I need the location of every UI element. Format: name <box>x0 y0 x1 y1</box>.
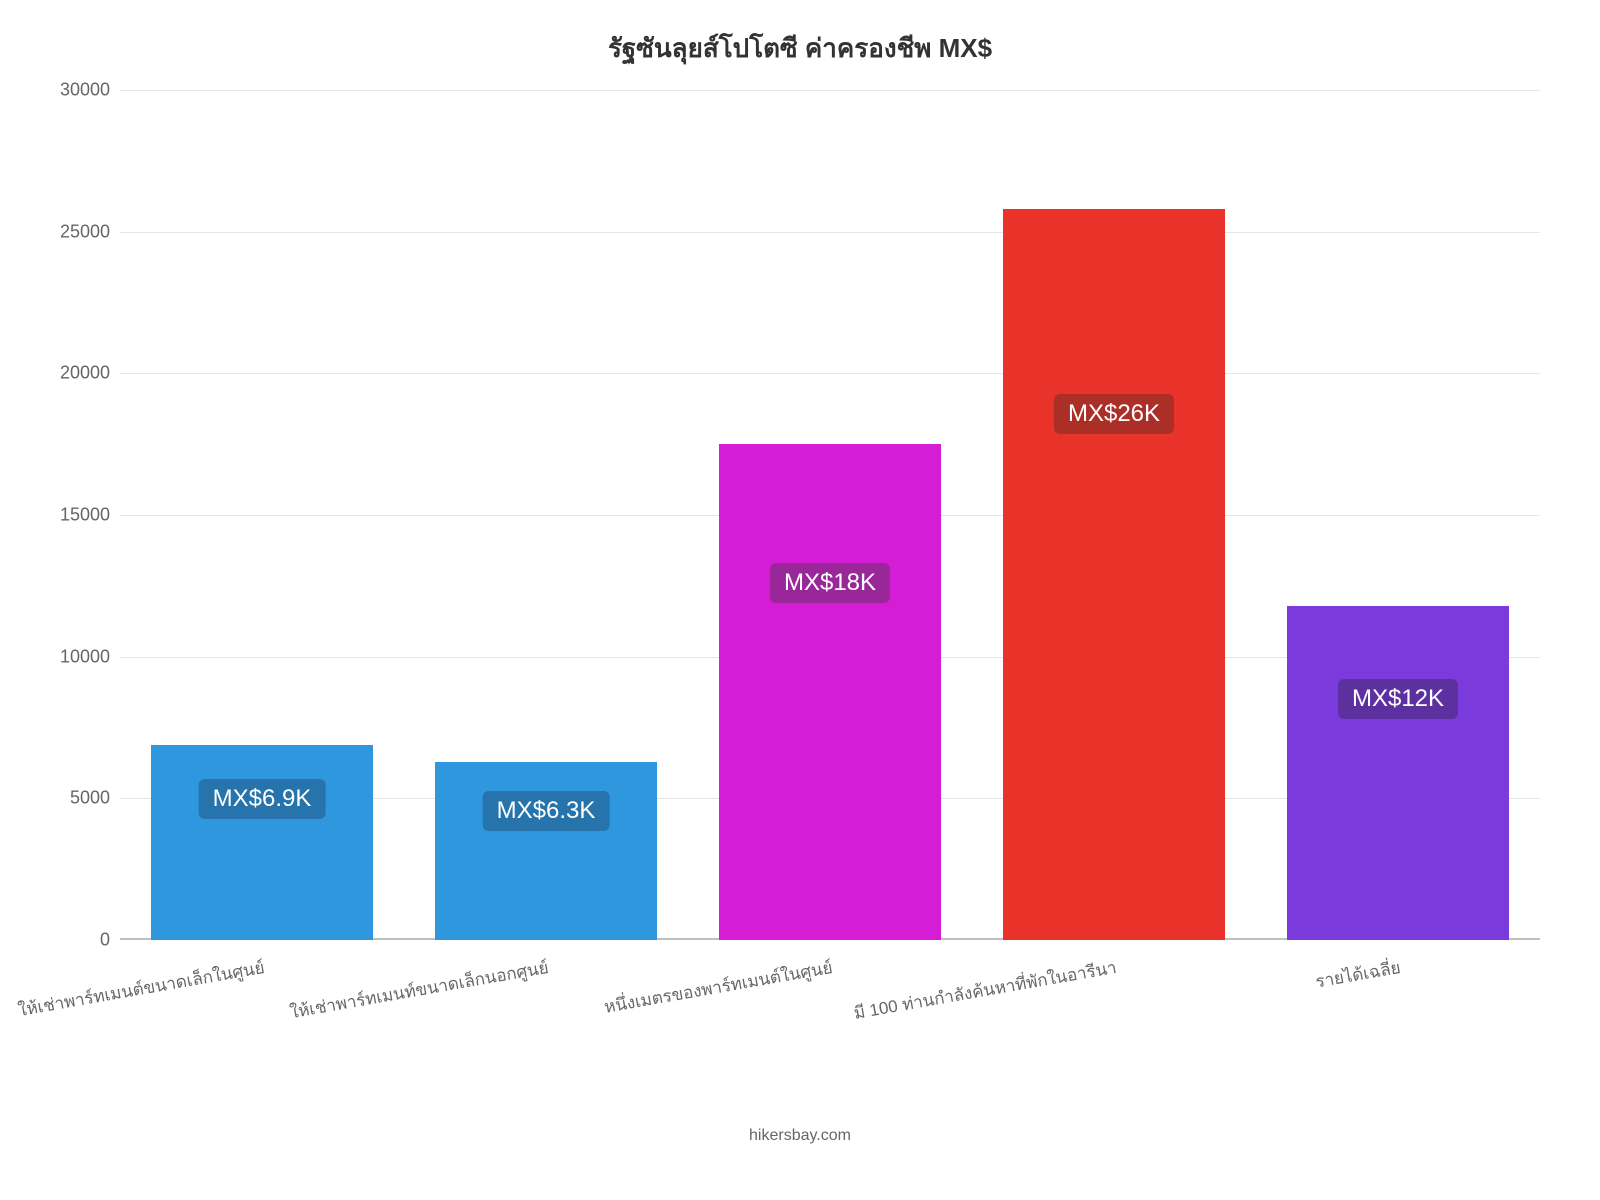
x-category-label: มี 100 ท่านกำลังค้นหาที่พักในอารีนา <box>852 954 1119 1027</box>
plot-area: 050001000015000200002500030000MX$6.9KMX$… <box>120 90 1540 940</box>
bar-value-label: MX$18K <box>770 563 890 603</box>
y-tick-label: 5000 <box>70 788 110 809</box>
y-tick-label: 25000 <box>60 221 110 242</box>
bar <box>435 762 657 941</box>
chart-container: รัฐซันลุยส์โปโตซี ค่าครองชีพ MX$ 0500010… <box>0 0 1600 1200</box>
x-category-label: ให้เช่าพาร์ทเมนต์ขนาดเล็กในศูนย์ <box>16 954 267 1024</box>
y-tick-label: 30000 <box>60 80 110 101</box>
bar-value-label: MX$6.9K <box>199 779 326 819</box>
x-category-label: หนึ่งเมตรของพาร์ทเมนต์ในศูนย์ <box>602 954 835 1021</box>
bar-value-label: MX$26K <box>1054 394 1174 434</box>
bar <box>151 745 373 941</box>
bar-value-label: MX$6.3K <box>483 791 610 831</box>
bar <box>1287 606 1509 940</box>
chart-footer: hikersbay.com <box>0 1127 1600 1145</box>
gridline <box>120 373 1540 374</box>
y-tick-label: 15000 <box>60 505 110 526</box>
bar-value-label: MX$12K <box>1338 679 1458 719</box>
y-tick-label: 20000 <box>60 363 110 384</box>
bar <box>719 444 941 940</box>
x-category-label: รายได้เฉลี่ย <box>1313 954 1402 996</box>
y-tick-label: 0 <box>100 930 110 951</box>
gridline <box>120 90 1540 91</box>
chart-title: รัฐซันลุยส์โปโตซี ค่าครองชีพ MX$ <box>0 28 1600 69</box>
gridline <box>120 232 1540 233</box>
bar <box>1003 209 1225 940</box>
y-tick-label: 10000 <box>60 646 110 667</box>
x-category-label: ให้เช่าพาร์ทเมนท์ขนาดเล็กนอกศูนย์ <box>288 954 551 1026</box>
